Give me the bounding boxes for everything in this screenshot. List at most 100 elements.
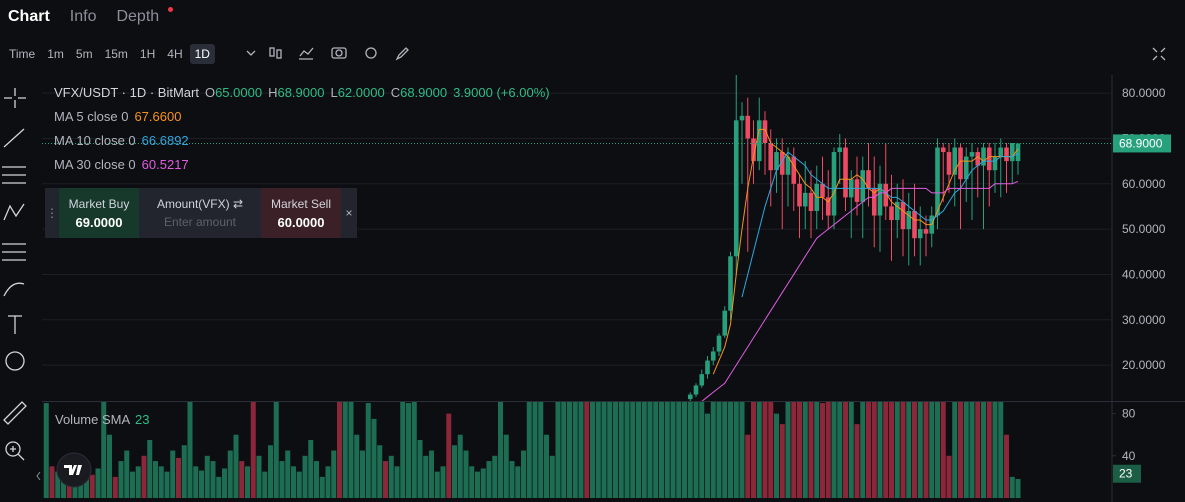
candle-body	[1004, 147, 1009, 162]
trendline-tool[interactable]	[3, 128, 25, 148]
ma-name: MA 30 close 0	[54, 157, 136, 172]
volume-bar	[331, 450, 337, 498]
ma-value: 67.6600	[134, 109, 182, 124]
projection-tool[interactable]	[2, 243, 26, 261]
volume-bar	[112, 476, 118, 498]
volume-bar	[693, 402, 699, 498]
brush-tool[interactable]	[3, 282, 25, 297]
volume-bar	[118, 461, 124, 498]
volume-bar	[946, 455, 952, 498]
volume-bar	[630, 402, 636, 498]
volume-bar	[768, 402, 774, 498]
text-tool[interactable]	[8, 315, 22, 334]
volume-bar	[446, 413, 452, 498]
volume-bar	[492, 455, 498, 498]
chart-type-icon[interactable]	[246, 47, 282, 59]
label: Market Buy	[68, 196, 130, 211]
candle-body	[952, 147, 958, 175]
drag-handle[interactable]: ⋮	[46, 206, 58, 220]
volume-bar	[917, 402, 923, 498]
volume-bar	[532, 402, 538, 498]
ruler-tool[interactable]	[3, 401, 27, 425]
volume-bar	[791, 402, 797, 498]
volume-bar	[820, 403, 825, 498]
draw-icon[interactable]	[395, 47, 409, 61]
interval[interactable]: 4H	[167, 47, 183, 61]
volume-title: Volume SMA	[55, 412, 130, 427]
interval[interactable]: 1m	[47, 47, 64, 61]
crosshair-tool[interactable]	[4, 88, 26, 108]
label: H	[268, 85, 278, 100]
volume-bar	[1015, 479, 1021, 498]
candle-body	[808, 192, 814, 211]
zoom-tool[interactable]	[5, 441, 25, 461]
y-tick-label: 30.0000	[1122, 313, 1166, 327]
volume-bar	[55, 471, 61, 498]
ma-line	[712, 128, 1019, 375]
candle-body	[877, 183, 883, 216]
volume-bar	[279, 461, 285, 498]
amount[interactable]: Amount(VFX) ⇄ Enter amount	[139, 188, 261, 238]
volume-bar	[440, 466, 446, 498]
candle-body	[739, 115, 745, 121]
volume-bar	[969, 402, 975, 498]
settings-icon[interactable]	[365, 47, 377, 59]
volume-bar	[894, 402, 900, 498]
volume-bar	[670, 402, 676, 498]
candle-body	[912, 210, 917, 239]
volume-bar	[613, 402, 618, 498]
volume-bar	[199, 470, 204, 498]
candle-body	[716, 335, 722, 352]
interval[interactable]: 5m	[75, 47, 93, 61]
ma-name: MA 10 close 0	[54, 133, 136, 148]
volume-bar	[825, 402, 831, 498]
emoji-tool[interactable]	[5, 351, 25, 371]
label: Amount(VFX) ⇄	[156, 197, 244, 211]
pattern-tool[interactable]	[3, 203, 25, 221]
volume-bar	[256, 455, 262, 498]
market-sell[interactable]: Market Sell 60.0000	[261, 188, 341, 238]
candle-body	[900, 201, 906, 230]
volume-bar	[285, 450, 291, 498]
volume-bar	[302, 455, 308, 498]
ma-line	[701, 180, 1019, 401]
candle-body	[820, 183, 825, 198]
candle-body	[975, 152, 981, 166]
volume-bar	[779, 424, 785, 498]
indicators-icon[interactable]	[299, 47, 314, 60]
interval[interactable]: 1H	[139, 47, 156, 61]
volume-bar	[521, 450, 526, 498]
volume-bar	[889, 402, 894, 498]
snapshot-icon[interactable]	[331, 47, 347, 59]
volume-bar	[337, 402, 342, 498]
volume-bar	[607, 402, 613, 498]
volume-bar	[452, 445, 457, 498]
tabs: Chart Info Depth	[8, 8, 159, 26]
interval[interactable]: Time	[9, 47, 36, 61]
fib-tool[interactable]	[2, 166, 26, 184]
close-button[interactable]: ×	[345, 206, 353, 220]
tab[interactable]: Info	[69, 8, 97, 25]
tab[interactable]: Chart	[8, 8, 50, 25]
candle-body	[940, 147, 946, 153]
candle-body	[687, 394, 693, 400]
y-tick-label: 80.0000	[1122, 86, 1166, 100]
volume-bar	[751, 402, 756, 498]
interval-bar: Time 1m 5m 15m 1H 4H 1D	[4, 44, 215, 64]
collapse-arrow[interactable]	[36, 471, 41, 481]
candle-body	[986, 147, 992, 171]
volume-bar	[814, 402, 820, 498]
volume-bar	[273, 402, 279, 498]
volume-bar	[457, 434, 463, 498]
volume-bar	[388, 455, 394, 498]
interval[interactable]: 1D	[189, 44, 215, 64]
volume-bar	[837, 402, 843, 498]
volume-bar	[181, 445, 187, 498]
volume-bar	[981, 402, 986, 498]
market-buy[interactable]: Market Buy 69.0000	[59, 188, 139, 238]
interval[interactable]: 15m	[104, 47, 128, 61]
value: 68.9000	[277, 85, 325, 100]
fullscreen-icon[interactable]	[1152, 47, 1166, 61]
tab[interactable]: Depth	[116, 8, 160, 25]
